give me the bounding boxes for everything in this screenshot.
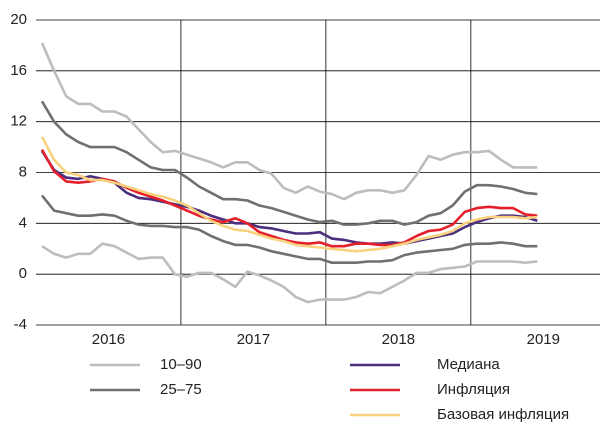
line [40, 136, 538, 253]
legend-label: 25–75 [160, 381, 202, 398]
line [40, 42, 538, 201]
x-year-label: 2019 [527, 331, 560, 348]
line [40, 100, 538, 226]
x-year-label: 2017 [237, 331, 270, 348]
legend-label: Медиана [437, 356, 500, 373]
y-tick-label: 20 [10, 11, 27, 28]
line [40, 194, 538, 264]
line [40, 150, 538, 245]
legend-label: Базовая инфляция [437, 406, 569, 423]
y-tick-label: 16 [10, 62, 27, 79]
legend-label: Инфляция [437, 381, 510, 398]
line [41, 242, 538, 304]
y-tick-label: 4 [19, 214, 27, 231]
x-year-label: 2018 [382, 331, 415, 348]
y-tick-label: 0 [19, 265, 27, 282]
y-tick-label: -4 [14, 316, 27, 333]
legend-label: 10–90 [160, 356, 202, 373]
x-year-label: 2016 [92, 331, 125, 348]
y-tick-label: 12 [10, 113, 27, 130]
y-tick-label: 8 [19, 163, 27, 180]
